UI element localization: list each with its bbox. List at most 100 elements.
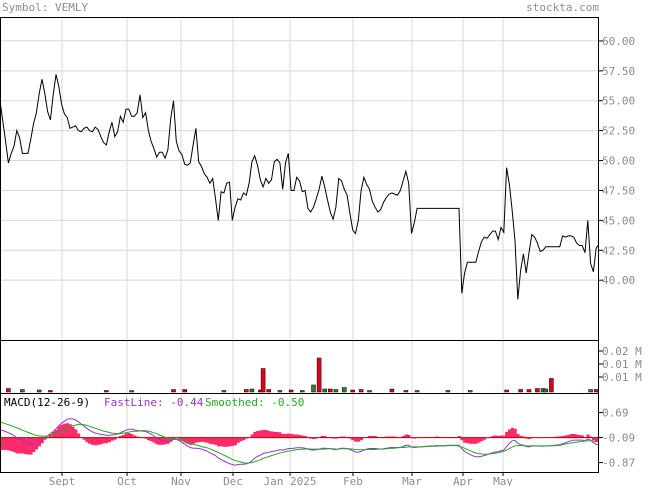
macd-histogram-bar <box>463 437 467 443</box>
price-tick-label: 57.50 <box>602 65 635 78</box>
volume-tick-label: 0.01 M <box>602 358 642 371</box>
macd-histogram-bar <box>510 427 514 438</box>
macd-histogram-bar <box>155 437 159 445</box>
macd-histogram-bar <box>312 437 316 440</box>
x-tick-label: Sept <box>49 475 76 486</box>
volume-bar <box>535 388 540 393</box>
macd-histogram-bar <box>74 429 78 438</box>
price-tick-label: 55.00 <box>602 95 635 108</box>
macd-histogram-bar <box>407 435 411 438</box>
macd-histogram-bar <box>387 436 391 438</box>
macd-histogram-bar <box>23 437 27 454</box>
macd-histogram-bar <box>239 437 243 442</box>
macd-histogram-bar <box>502 435 506 438</box>
volume-bar <box>311 384 316 393</box>
macd-histogram-bar <box>272 431 277 438</box>
volume-bar <box>129 390 134 393</box>
site-name[interactable]: stockta.com <box>526 1 599 14</box>
macd-histogram-bar <box>253 431 257 438</box>
macd-histogram-bar <box>71 426 75 438</box>
macd-histogram-bar <box>505 431 509 438</box>
macd-histogram-bar <box>205 437 209 443</box>
macd-histogram-bar <box>147 437 151 441</box>
macd-histogram-bar <box>289 434 293 438</box>
macd-histogram-bar <box>286 433 291 438</box>
macd-histogram-bar <box>561 436 565 438</box>
macd-histogram-bar <box>370 436 375 438</box>
macd-histogram-bar <box>135 436 139 438</box>
macd-histogram-bar <box>233 437 237 446</box>
macd-histogram-bar <box>188 437 193 445</box>
macd-histogram-bar <box>133 435 137 438</box>
volume-tick-label: 0.02 M <box>602 345 642 358</box>
macd-histogram-bar <box>222 437 226 447</box>
volume-bar <box>403 390 409 393</box>
macd-histogram-bar <box>300 435 305 438</box>
macd-histogram-bar <box>172 437 176 439</box>
macd-histogram-bar <box>589 436 593 438</box>
volume-bar <box>20 389 25 393</box>
macd-histogram-bar <box>468 437 472 444</box>
macd-histogram-bar <box>499 435 503 438</box>
volume-bar <box>593 389 599 393</box>
macd-histogram-bar <box>77 433 81 438</box>
macd-histogram-bar <box>390 436 394 438</box>
macd-histogram-bar <box>236 437 240 443</box>
macd-header-bg <box>0 394 100 410</box>
price-panel: 60.00 57.50 55.00 52.50 50.00 47.50 45.00 42.50… <box>0 35 635 300</box>
macd-histogram-bar <box>4 437 8 450</box>
volume-bar <box>367 390 372 393</box>
macd-histogram-bar <box>258 430 263 438</box>
macd-histogram-bar <box>555 436 559 438</box>
x-tick-label: Mar <box>402 475 422 486</box>
macd-histogram-bar <box>191 437 195 444</box>
price-tick-label: 42.50 <box>602 244 635 257</box>
macd-histogram-bar <box>264 429 268 438</box>
x-tick-label: Feb <box>343 475 363 486</box>
macd-histogram-bar <box>105 437 109 444</box>
macd-histogram-bar <box>342 436 347 438</box>
macd-histogram-bar <box>40 437 44 444</box>
macd-histogram-bar <box>519 436 523 438</box>
macd-histogram-bar <box>482 437 486 440</box>
x-axis: Sept Oct Nov Dec Jan 2025 Feb Mar Apr May <box>49 472 513 488</box>
macd-histogram-bar <box>471 437 475 444</box>
macd-histogram-bar <box>65 423 69 438</box>
macd-histogram-bar <box>197 437 201 443</box>
volume-bar <box>221 390 227 393</box>
x-tick-label: Dec <box>223 475 243 486</box>
macd-histogram-bar <box>303 436 307 438</box>
volume-bar <box>588 389 593 393</box>
macd-histogram-bar <box>309 437 313 439</box>
volume-bar <box>6 388 11 393</box>
price-tick-label: 40.00 <box>602 274 635 287</box>
volume-bar <box>389 388 395 393</box>
macd-histogram-bar <box>9 437 13 451</box>
price-tick-label: 52.50 <box>602 125 635 138</box>
macd-histogram-bar <box>85 437 89 443</box>
macd-histogram-bar <box>43 437 47 440</box>
macd-histogram-bar <box>144 437 148 439</box>
macd-histogram-bar <box>314 437 319 439</box>
price-tick-label: 47.50 <box>602 184 635 197</box>
x-tick-label: May <box>493 475 513 486</box>
macd-histogram-bar <box>225 437 229 447</box>
macd-tick-label: -0.09 <box>602 432 635 445</box>
symbol-label: Symbol: VEMLY <box>2 1 88 14</box>
macd-histogram-bar <box>558 436 562 438</box>
macd-histogram-bar <box>183 437 187 443</box>
macd-histogram-bar <box>158 437 162 445</box>
macd-histogram-bar <box>200 437 204 442</box>
volume-bar <box>266 389 271 393</box>
volume-tick-label: 0.01 M <box>602 371 642 384</box>
macd-histogram-bar <box>230 437 235 446</box>
macd-histogram-bar <box>15 437 19 454</box>
volume-bar <box>260 368 266 393</box>
macd-histogram-bar <box>275 431 279 438</box>
price-tick-label: 45.00 <box>602 214 635 227</box>
macd-histogram-bar <box>57 426 61 438</box>
macd-histogram-bar <box>124 433 128 438</box>
macd-histogram-bar <box>569 434 573 438</box>
macd-histogram-bar <box>216 437 221 447</box>
macd-histogram-bar <box>572 434 576 438</box>
